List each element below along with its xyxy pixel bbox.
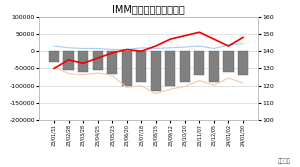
Title: IMMポジション　〈円〉: IMMポジション 〈円〉: [112, 5, 185, 15]
Bar: [78, 51, 88, 72]
Bar: [209, 51, 219, 82]
Bar: [165, 51, 176, 86]
Bar: [136, 51, 146, 82]
Text: （週足）: （週足）: [278, 158, 291, 164]
Bar: [107, 51, 117, 74]
Bar: [180, 51, 190, 82]
Bar: [49, 51, 59, 62]
Bar: [238, 51, 248, 75]
Bar: [64, 51, 74, 70]
Bar: [93, 51, 103, 70]
Bar: [151, 51, 161, 91]
Bar: [194, 51, 204, 75]
Bar: [122, 51, 132, 86]
Bar: [223, 51, 233, 72]
